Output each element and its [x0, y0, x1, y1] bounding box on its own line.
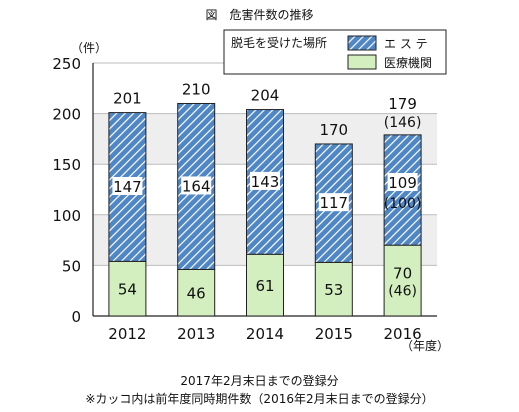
footnote-parentheses: ※カッコ内は前年度同時期件数（2016年2月末日までの登録分） — [85, 392, 434, 406]
y-tick-label: 150 — [52, 156, 81, 174]
legend-swatch-medical — [347, 54, 377, 70]
total-label: 201 — [113, 90, 142, 108]
x-tick-label: 2014 — [246, 325, 284, 343]
legend-label-medical: 医療機関 — [384, 55, 432, 70]
value-label-esthetic-bg — [112, 176, 143, 195]
footnote-registration: 2017年2月末日までの登録分 — [180, 374, 339, 388]
bar-segment-medical — [177, 268, 216, 317]
value-label-esthetic-bg — [387, 173, 418, 192]
x-tick-label: 2016 — [384, 325, 422, 343]
y-tick-label: 200 — [52, 106, 81, 124]
value-label-medical: 70 — [393, 265, 412, 283]
value-label-esthetic-bg — [318, 193, 349, 212]
y-tick-label: 0 — [71, 308, 81, 326]
x-tick-label: 2015 — [315, 325, 353, 343]
prev-year-total-label: (146) — [384, 115, 422, 131]
y-tick-label: 50 — [62, 257, 81, 275]
value-label-esthetic-bg — [181, 176, 212, 195]
x-unit-label: （年度） — [401, 338, 449, 353]
value-label-medical: 54 — [118, 281, 137, 299]
value-label-esthetic: 164 — [182, 177, 211, 195]
value-label-esthetic: 117 — [319, 194, 348, 212]
legend-title: 脱毛を受けた場所 — [231, 35, 327, 50]
bar-segment-medical — [246, 253, 284, 317]
legend-swatch-esthetic — [347, 35, 377, 51]
value-label-medical: 53 — [324, 281, 343, 299]
y-tick-label: 100 — [52, 207, 81, 225]
value-label-esthetic: 109 — [388, 174, 417, 192]
prev-year-label-esthetic: (100) — [384, 196, 422, 212]
bar-segment-medical — [108, 260, 147, 317]
value-label-esthetic: 147 — [113, 178, 142, 196]
prev-year-label-medical: (46) — [388, 284, 417, 300]
chart-title: 図 危害件数の推移 — [205, 8, 314, 22]
x-tick-label: 2013 — [177, 325, 215, 343]
value-label-medical: 46 — [187, 285, 206, 303]
total-label: 204 — [251, 87, 280, 105]
value-label-medical: 61 — [255, 277, 274, 295]
x-tick-label: 2012 — [108, 325, 146, 343]
total-label: 179 — [388, 95, 417, 113]
value-label-esthetic: 143 — [251, 173, 280, 191]
legend-label-esthetic: エ ス テ — [384, 37, 428, 51]
legend-box — [223, 29, 447, 75]
y-tick-label: 250 — [52, 55, 81, 73]
value-label-esthetic-bg — [250, 171, 280, 190]
total-label: 210 — [182, 80, 211, 98]
total-label: 170 — [319, 121, 348, 139]
bar-segment-medical — [383, 244, 422, 317]
y-unit-label: （件） — [71, 41, 107, 55]
